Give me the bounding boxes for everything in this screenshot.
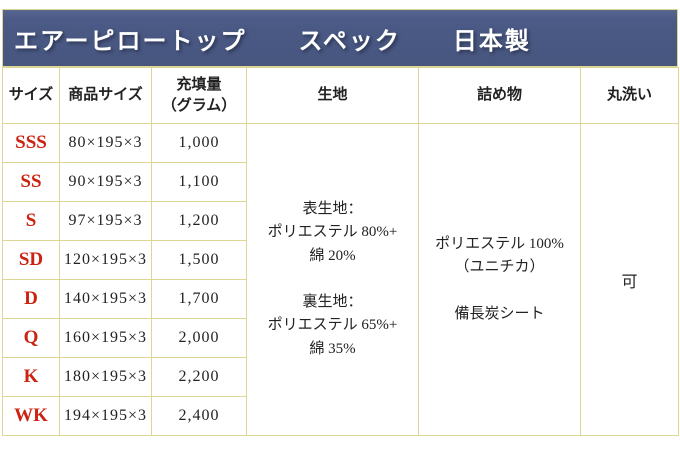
washable-cell: 可 — [580, 123, 679, 436]
size-cell: SSS — [2, 123, 60, 163]
dimensions-cell: 180×195×3 — [59, 357, 152, 397]
header-stuffing: 詰め物 — [418, 67, 581, 124]
size-cell: K — [2, 357, 60, 397]
dimensions-cell: 80×195×3 — [59, 123, 152, 163]
header-washable: 丸洗い — [580, 67, 679, 124]
table-row: S 97×195×3 1,200 — [2, 201, 679, 241]
table-row: SS 90×195×3 1,100 — [2, 162, 679, 202]
header-size: サイズ — [2, 67, 60, 124]
header-fabric: 生地 — [246, 67, 419, 124]
table-row: SD 120×195×3 1,500 — [2, 240, 679, 280]
size-cell: SS — [2, 162, 60, 202]
table-row: D 140×195×3 1,700 — [2, 279, 679, 319]
fill-cell: 1,700 — [151, 279, 247, 319]
fill-cell: 2,000 — [151, 318, 247, 358]
spec-table: サイズ 商品サイズ 充填量 （グラム） 生地 詰め物 丸洗い SSS 80×19… — [2, 67, 679, 436]
size-cell: SD — [2, 240, 60, 280]
page-title: エアーピロートップ スペック 日本製 — [14, 28, 531, 55]
dimensions-cell: 120×195×3 — [59, 240, 152, 280]
fill-cell: 2,200 — [151, 357, 247, 397]
header-product-size: 商品サイズ — [59, 67, 152, 124]
header-row: サイズ 商品サイズ 充填量 （グラム） 生地 詰め物 丸洗い — [2, 67, 679, 124]
table-row: SSS 80×195×3 1,000 表生地： ポリエステル 80%+ 綿 20… — [2, 123, 679, 436]
dimensions-cell: 97×195×3 — [59, 201, 152, 241]
header-fill-amount: 充填量 （グラム） — [151, 67, 247, 124]
fabric-cell: 表生地： ポリエステル 80%+ 綿 20% 裏生地： ポリエステル 65%+ … — [246, 123, 419, 436]
fill-cell: 2,400 — [151, 396, 247, 436]
size-cell: D — [2, 279, 60, 319]
fill-cell: 1,000 — [151, 123, 247, 163]
stuffing-cell: ポリエステル 100% （ユニチカ） 備長炭シート — [418, 123, 581, 436]
size-cell: S — [2, 201, 60, 241]
fill-cell: 1,200 — [151, 201, 247, 241]
dimensions-cell: 160×195×3 — [59, 318, 152, 358]
size-cell: Q — [2, 318, 60, 358]
size-cell: WK — [2, 396, 60, 436]
title-bar: エアーピロートップ スペック 日本製 — [2, 9, 678, 67]
fill-cell: 1,500 — [151, 240, 247, 280]
dimensions-cell: 140×195×3 — [59, 279, 152, 319]
dimensions-cell: 90×195×3 — [59, 162, 152, 202]
table-row: K 180×195×3 2,200 — [2, 357, 679, 397]
fill-cell: 1,100 — [151, 162, 247, 202]
dimensions-cell: 194×195×3 — [59, 396, 152, 436]
table-row: WK 194×195×3 2,400 — [2, 396, 679, 436]
